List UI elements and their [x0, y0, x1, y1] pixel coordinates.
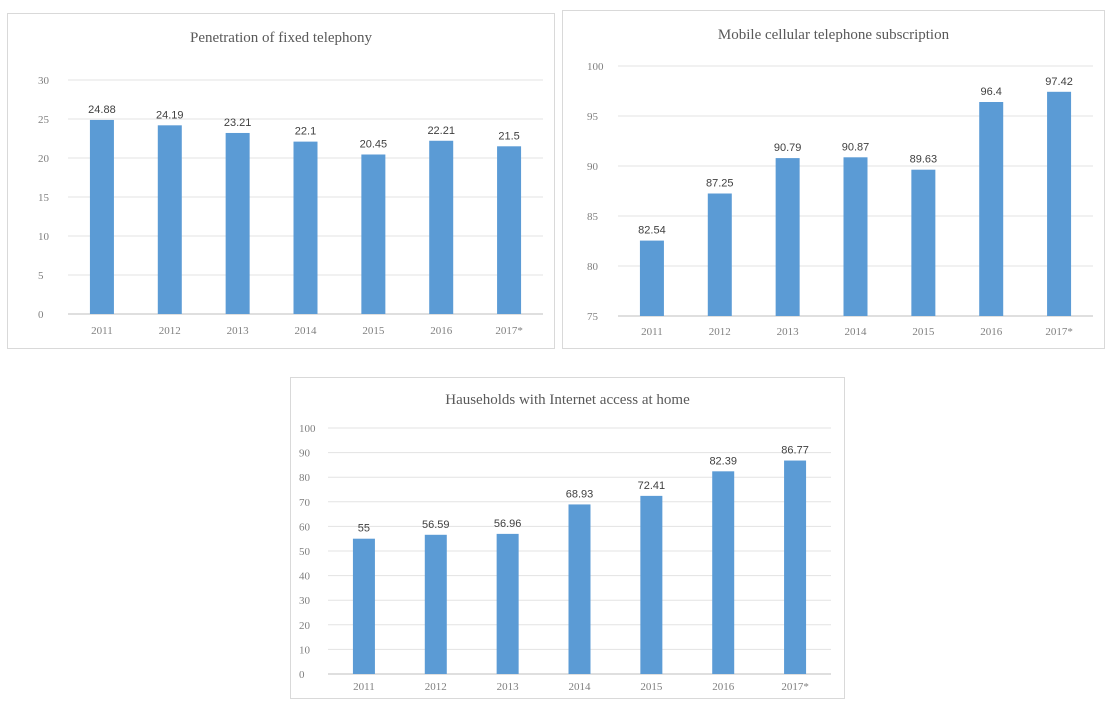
- data-label: 86.77: [781, 445, 809, 457]
- bar: [225, 132, 250, 314]
- y-tick-label: 80: [299, 472, 311, 484]
- x-tick-label: 2011: [641, 326, 663, 338]
- bar: [293, 141, 318, 314]
- y-tick-label: 70: [299, 497, 311, 509]
- data-label: 82.39: [709, 455, 737, 467]
- data-label: 97.42: [1045, 76, 1073, 88]
- data-label: 21.5: [498, 130, 519, 142]
- x-tick-label: 2017*: [1045, 326, 1073, 338]
- data-label: 20.45: [360, 138, 388, 150]
- y-tick-label: 80: [587, 261, 599, 273]
- y-tick-label: 20: [299, 620, 311, 632]
- x-tick-label: 2013: [497, 681, 519, 693]
- x-tick-label: 2012: [425, 681, 447, 693]
- y-tick-label: 100: [587, 61, 604, 73]
- x-tick-label: 2013: [227, 325, 250, 337]
- x-tick-label: 2016: [712, 681, 735, 693]
- chart-title: Penetration of fixed telephony: [189, 30, 373, 46]
- data-label: 56.59: [422, 519, 450, 531]
- y-tick-label: 90: [299, 448, 311, 460]
- x-tick-label: 2014: [295, 325, 318, 337]
- y-tick-label: 20: [38, 153, 50, 165]
- y-tick-label: 50: [299, 546, 311, 558]
- bar: [911, 169, 936, 316]
- data-label: 82.54: [638, 225, 666, 237]
- y-tick-label: 0: [38, 309, 44, 321]
- x-tick-label: 2017*: [495, 325, 523, 337]
- bar: [979, 102, 1004, 316]
- y-tick-label: 40: [299, 571, 311, 583]
- chart-title: Mobile cellular telephone subscription: [717, 27, 950, 43]
- data-label: 90.87: [842, 141, 870, 153]
- y-tick-label: 30: [299, 595, 311, 607]
- bar: [712, 471, 735, 674]
- bar: [639, 240, 664, 316]
- bar: [843, 157, 868, 316]
- x-tick-label: 2011: [91, 325, 113, 337]
- y-tick-label: 100: [299, 423, 316, 435]
- x-tick-label: 2015: [362, 325, 385, 337]
- data-label: 72.41: [638, 480, 666, 492]
- data-label: 24.19: [156, 109, 184, 121]
- y-tick-label: 25: [38, 114, 50, 126]
- x-tick-label: 2014: [845, 326, 868, 338]
- data-label: 96.4: [981, 86, 1002, 98]
- y-tick-label: 60: [299, 521, 311, 533]
- x-tick-label: 2014: [569, 681, 592, 693]
- bar: [1047, 91, 1072, 316]
- x-tick-label: 2016: [430, 325, 453, 337]
- y-tick-label: 15: [38, 192, 50, 204]
- bar: [497, 146, 522, 314]
- y-tick-label: 95: [587, 111, 599, 123]
- bar: [424, 534, 447, 674]
- chart-plot: 0 10 20 30 40 50 60 70 80 90 100 55 2011 56.59 2012 56.…: [299, 423, 831, 693]
- y-tick-label: 10: [299, 644, 311, 656]
- bar: [496, 533, 519, 674]
- data-label: 89.63: [910, 154, 938, 166]
- y-tick-label: 10: [38, 231, 50, 243]
- x-tick-label: 2012: [709, 326, 731, 338]
- bar: [707, 193, 732, 316]
- bar: [89, 119, 114, 314]
- y-tick-label: 5: [38, 270, 44, 282]
- x-tick-label: 2013: [777, 326, 800, 338]
- x-tick-label: 2012: [159, 325, 181, 337]
- bar: [568, 504, 591, 674]
- data-label: 56.96: [494, 518, 522, 530]
- y-tick-label: 90: [587, 161, 599, 173]
- data-label: 23.21: [224, 117, 252, 129]
- chart-title: Hauseholds with Internet access at home: [445, 392, 690, 408]
- chart-plot: 75 80 85 90 95 100 82.54 2011 87.25 2012 90.79 2013…: [587, 61, 1093, 338]
- data-label: 90.79: [774, 142, 802, 154]
- y-tick-label: 30: [38, 75, 50, 87]
- data-label: 55: [358, 523, 370, 535]
- data-label: 22.21: [427, 125, 455, 137]
- chart-internet-households: Hauseholds with Internet access at home …: [290, 377, 845, 699]
- y-tick-label: 75: [587, 311, 599, 323]
- bar: [157, 125, 182, 315]
- chart-mobile-subscription: Mobile cellular telephone subscription 7…: [562, 10, 1105, 349]
- x-tick-label: 2011: [353, 681, 375, 693]
- bar: [361, 154, 386, 314]
- bar: [784, 460, 807, 674]
- y-tick-label: 85: [587, 211, 599, 223]
- bar: [352, 538, 375, 674]
- chart-plot: 0 5 10 15 20 25 30 24.88 2011 24.19 2012 23.21 2013 2…: [38, 75, 543, 337]
- x-tick-label: 2015: [912, 326, 935, 338]
- x-tick-label: 2016: [980, 326, 1003, 338]
- x-tick-label: 2017*: [781, 681, 809, 693]
- data-label: 87.25: [706, 178, 734, 190]
- bar: [775, 158, 800, 316]
- x-tick-label: 2015: [640, 681, 663, 693]
- chart-fixed-telephony: Penetration of fixed telephony 0 5 10 15 20 2…: [7, 13, 555, 349]
- y-tick-label: 0: [299, 669, 305, 681]
- data-label: 24.88: [88, 104, 116, 116]
- bar: [640, 495, 663, 674]
- bar: [429, 140, 454, 314]
- data-label: 22.1: [295, 126, 316, 138]
- data-label: 68.93: [566, 488, 594, 500]
